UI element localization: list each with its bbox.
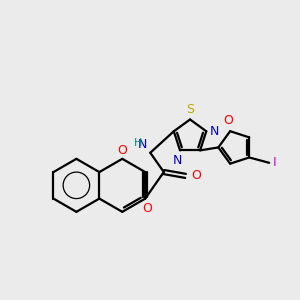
Text: S: S xyxy=(186,103,194,116)
Text: I: I xyxy=(273,156,276,169)
Text: H: H xyxy=(134,138,142,148)
Text: N: N xyxy=(173,154,182,167)
Text: O: O xyxy=(191,169,201,182)
Text: O: O xyxy=(117,144,127,158)
Text: O: O xyxy=(223,114,233,128)
Text: O: O xyxy=(142,202,152,214)
Text: N: N xyxy=(210,125,220,138)
Text: N: N xyxy=(137,138,147,151)
